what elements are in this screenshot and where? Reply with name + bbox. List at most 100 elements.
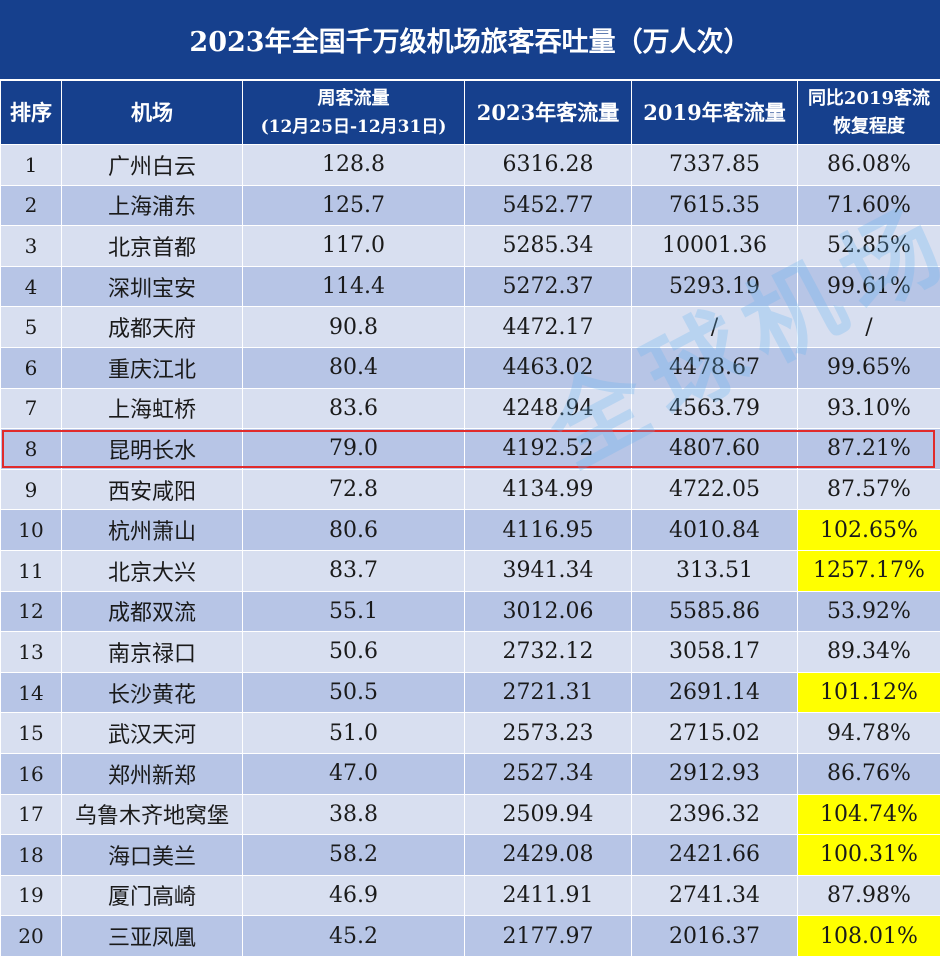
cell-weekly: 128.8 (242, 144, 465, 186)
table-row: 6 重庆江北 80.4 4463.02 4478.67 99.65% (0, 346, 940, 389)
cell-airport: 北京大兴 (61, 549, 243, 592)
cell-recovery: 87.57% (797, 468, 940, 511)
header-recovery: 同比2019客流 恢复程度 (797, 80, 940, 145)
cell-2019: 4807.60 (631, 428, 798, 470)
cell-weekly: 50.5 (242, 671, 465, 714)
cell-airport: 上海虹桥 (61, 387, 243, 430)
cell-rank: 19 (0, 874, 62, 917)
cell-recovery: 94.78% (797, 712, 940, 754)
cell-airport: 昆明长水 (61, 428, 243, 470)
page-title: 2023年全国千万级机场旅客吞吐量（万人次） (0, 0, 940, 80)
table-row: 12 成都双流 55.1 3012.06 5585.86 53.92% (0, 590, 940, 633)
cell-airport: 武汉天河 (61, 712, 243, 754)
cell-weekly: 45.2 (242, 915, 465, 957)
header-weekly-range: (12月25日-12月31日) (260, 116, 447, 137)
cell-2019: 2715.02 (631, 712, 798, 754)
cell-recovery: 86.76% (797, 752, 940, 795)
cell-rank: 1 (0, 144, 62, 186)
table-row: 13 南京禄口 50.6 2732.12 3058.17 89.34% (0, 631, 940, 673)
cell-2019: 2396.32 (631, 793, 798, 836)
cell-rank: 20 (0, 915, 62, 957)
cell-recovery: 102.65% (797, 509, 940, 551)
cell-2023: 2411.91 (464, 874, 632, 917)
cell-weekly: 58.2 (242, 834, 465, 876)
cell-recovery: 87.98% (797, 874, 940, 917)
cell-2023: 2429.08 (464, 834, 632, 876)
header-recovery-line2: 恢复程度 (833, 115, 905, 137)
cell-2023: 4192.52 (464, 428, 632, 470)
table-row: 8 昆明长水 79.0 4192.52 4807.60 87.21% (0, 428, 940, 470)
cell-weekly: 79.0 (242, 428, 465, 470)
cell-rank: 3 (0, 225, 62, 267)
cell-airport: 重庆江北 (61, 346, 243, 389)
cell-recovery: 89.34% (797, 631, 940, 673)
table-row: 10 杭州萧山 80.6 4116.95 4010.84 102.65% (0, 509, 940, 551)
cell-2023: 5285.34 (464, 225, 632, 267)
table-row: 9 西安咸阳 72.8 4134.99 4722.05 87.57% (0, 468, 940, 511)
cell-rank: 15 (0, 712, 62, 754)
cell-weekly: 47.0 (242, 752, 465, 795)
cell-2019: 2741.34 (631, 874, 798, 917)
cell-airport: 上海浦东 (61, 184, 243, 227)
cell-2023: 2509.94 (464, 793, 632, 836)
cell-rank: 2 (0, 184, 62, 227)
cell-recovery: 99.61% (797, 265, 940, 308)
cell-2023: 5452.77 (464, 184, 632, 227)
cell-weekly: 50.6 (242, 631, 465, 673)
cell-recovery: 86.08% (797, 144, 940, 186)
cell-recovery: 99.65% (797, 346, 940, 389)
cell-rank: 9 (0, 468, 62, 511)
cell-2019: 7615.35 (631, 184, 798, 227)
cell-rank: 11 (0, 549, 62, 592)
cell-weekly: 117.0 (242, 225, 465, 267)
cell-weekly: 114.4 (242, 265, 465, 308)
cell-weekly: 83.7 (242, 549, 465, 592)
table-row: 14 长沙黄花 50.5 2721.31 2691.14 101.12% (0, 671, 940, 714)
cell-2019: 4722.05 (631, 468, 798, 511)
cell-airport: 杭州萧山 (61, 509, 243, 551)
cell-airport: 北京首都 (61, 225, 243, 267)
cell-airport: 成都双流 (61, 590, 243, 633)
cell-rank: 16 (0, 752, 62, 795)
cell-2023: 2573.23 (464, 712, 632, 754)
cell-2023: 3012.06 (464, 590, 632, 633)
cell-2019: 2691.14 (631, 671, 798, 714)
cell-2019: 3058.17 (631, 631, 798, 673)
cell-airport: 成都天府 (61, 306, 243, 348)
cell-rank: 6 (0, 346, 62, 389)
cell-weekly: 51.0 (242, 712, 465, 754)
cell-2019: 4010.84 (631, 509, 798, 551)
cell-airport: 三亚凤凰 (61, 915, 243, 957)
cell-2019: 7337.85 (631, 144, 798, 186)
cell-2023: 2721.31 (464, 671, 632, 714)
cell-recovery: 101.12% (797, 671, 940, 714)
cell-recovery: 52.85% (797, 225, 940, 267)
cell-weekly: 90.8 (242, 306, 465, 348)
cell-rank: 14 (0, 671, 62, 714)
cell-airport: 西安咸阳 (61, 468, 243, 511)
cell-recovery: 108.01% (797, 915, 940, 957)
cell-rank: 18 (0, 834, 62, 876)
cell-recovery: 71.60% (797, 184, 940, 227)
cell-airport: 海口美兰 (61, 834, 243, 876)
cell-airport: 广州白云 (61, 144, 243, 186)
cell-rank: 12 (0, 590, 62, 633)
cell-2023: 6316.28 (464, 144, 632, 186)
cell-weekly: 125.7 (242, 184, 465, 227)
cell-2019: 5293.19 (631, 265, 798, 308)
table-row: 1 广州白云 128.8 6316.28 7337.85 86.08% (0, 144, 940, 186)
cell-2019: 4478.67 (631, 346, 798, 389)
cell-2023: 4116.95 (464, 509, 632, 551)
cell-rank: 13 (0, 631, 62, 673)
table-row: 18 海口美兰 58.2 2429.08 2421.66 100.31% (0, 834, 940, 876)
cell-recovery: 93.10% (797, 387, 940, 430)
cell-rank: 7 (0, 387, 62, 430)
cell-2023: 4472.17 (464, 306, 632, 348)
cell-2023: 2177.97 (464, 915, 632, 957)
cell-weekly: 72.8 (242, 468, 465, 511)
header-weekly: 周客流量 (12月25日-12月31日) (242, 80, 465, 145)
cell-2023: 2527.34 (464, 752, 632, 795)
cell-2023: 4248.94 (464, 387, 632, 430)
table-row: 20 三亚凤凰 45.2 2177.97 2016.37 108.01% (0, 915, 940, 957)
table-row: 5 成都天府 90.8 4472.17// (0, 306, 940, 348)
